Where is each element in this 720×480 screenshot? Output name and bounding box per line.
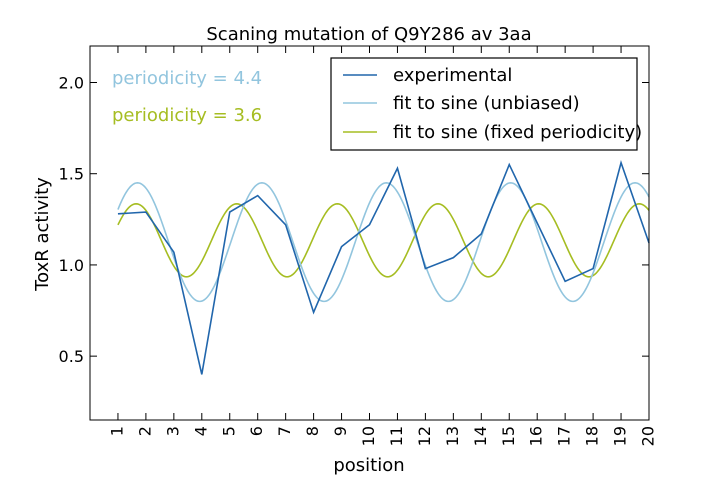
legend-label-unbiased: fit to sine (unbiased) xyxy=(393,93,580,114)
legend-box xyxy=(330,57,638,151)
y-tick-label: 0.5 xyxy=(59,347,84,366)
plot-area xyxy=(117,160,650,375)
series-line-unbiased xyxy=(117,182,650,303)
x-tick-label: 8 xyxy=(303,426,322,436)
x-tick-label: 16 xyxy=(527,426,546,446)
y-tick-label: 1.5 xyxy=(59,165,84,184)
x-tick-label: 18 xyxy=(583,426,602,446)
chart-title: Scaning mutation of Q9Y286 av 3aa xyxy=(206,24,531,45)
y-axis: 0.5 1.0 1.5 2.0 xyxy=(59,73,649,366)
x-tick-label: 2 xyxy=(135,426,154,436)
series-line-fixed xyxy=(117,203,650,278)
annotation-periodicity-fixed: periodicity = 3.6 xyxy=(112,105,262,126)
x-tick-label: 12 xyxy=(415,426,434,446)
legend-label-fixed: fit to sine (fixed periodicity) xyxy=(393,122,642,143)
y-tick-label: 2.0 xyxy=(59,73,84,92)
x-axis-label: position xyxy=(333,455,404,476)
y-axis-label: ToxR activity xyxy=(32,177,53,292)
x-tick-label: 1 xyxy=(107,426,126,436)
legend-label-experimental: experimental xyxy=(393,65,512,86)
x-tick-label: 15 xyxy=(499,426,518,446)
x-tick-label: 4 xyxy=(191,426,210,436)
x-tick-label: 14 xyxy=(471,426,490,446)
annotation-periodicity-unbiased: periodicity = 4.4 xyxy=(112,68,262,89)
x-axis: 1 2 3 4 5 6 7 8 9 10 11 12 13 14 15 16 17 18 19 20 xyxy=(107,46,658,446)
x-tick-label: 10 xyxy=(359,426,378,446)
series-line-experimental xyxy=(117,160,650,375)
x-tick-label: 5 xyxy=(219,426,238,436)
x-tick-label: 13 xyxy=(443,426,462,446)
y-tick-label: 1.0 xyxy=(59,256,84,275)
x-tick-label: 11 xyxy=(387,426,406,446)
legend: experimental fit to sine (unbiased) fit … xyxy=(330,57,642,151)
x-tick-label: 6 xyxy=(247,426,266,436)
x-tick-label: 9 xyxy=(331,426,350,436)
x-tick-label: 19 xyxy=(611,426,630,446)
x-tick-label: 7 xyxy=(275,426,294,436)
x-tick-label: 20 xyxy=(639,426,658,446)
x-tick-label: 3 xyxy=(163,426,182,436)
x-tick-label: 17 xyxy=(555,426,574,446)
